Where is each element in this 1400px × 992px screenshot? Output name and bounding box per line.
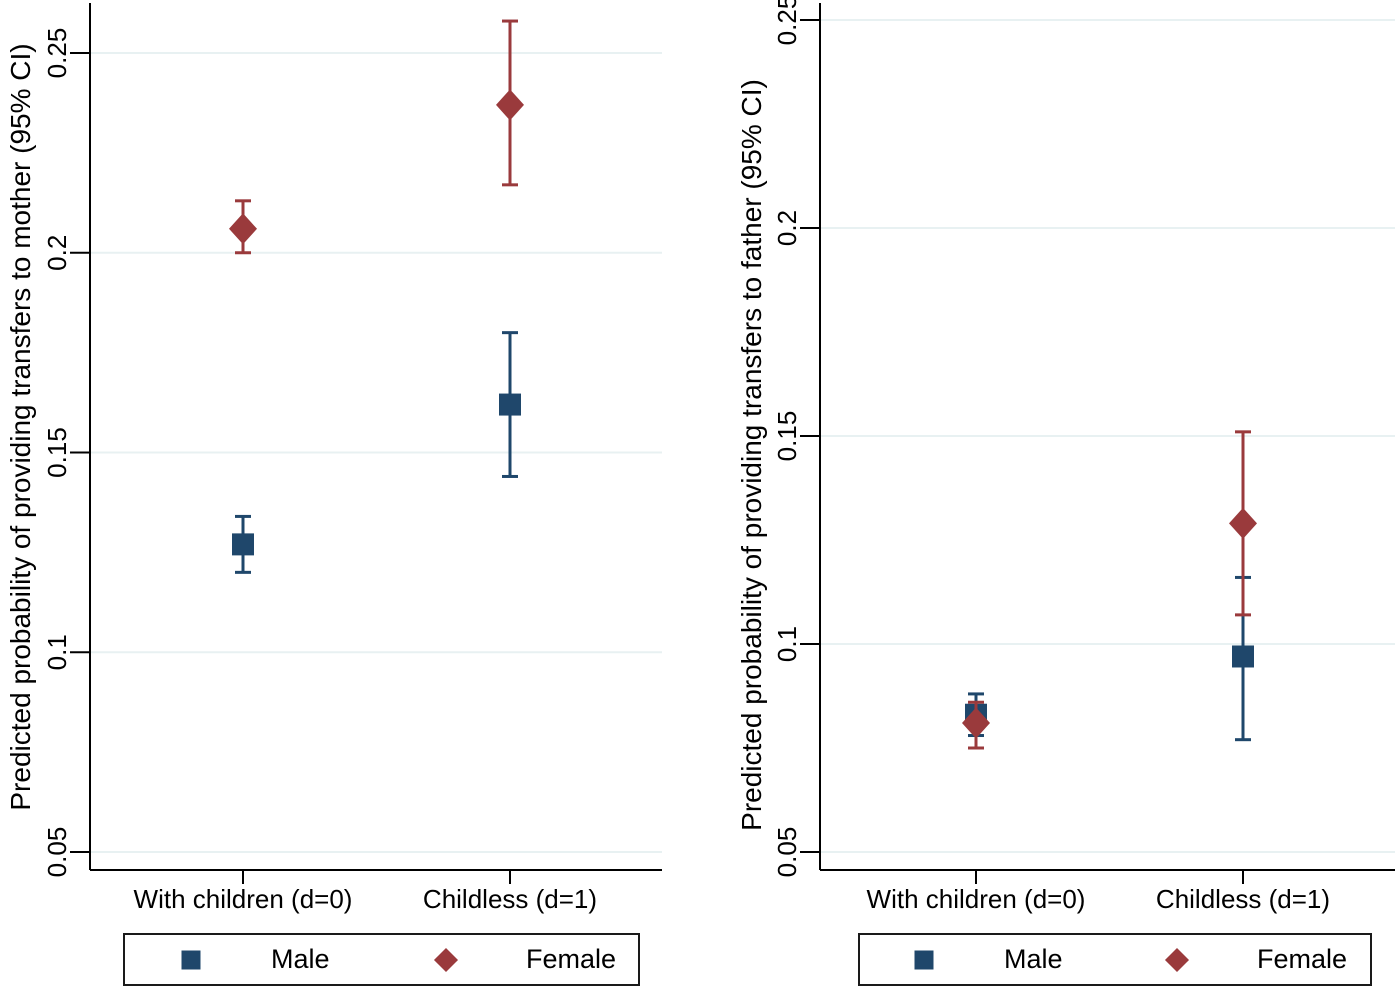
y-tick-label: 0.15: [772, 411, 802, 462]
right-plot: 0.05 0.1 0.15 0.2 0.25 With children (d=0) Chi…: [736, 0, 1395, 914]
y-tick-label: 0.25: [42, 28, 72, 79]
male-square-marker: [914, 950, 934, 969]
female-point-marker: [229, 213, 257, 245]
male-square-marker: [181, 950, 201, 969]
y-tick-label: 0.2: [42, 235, 72, 271]
legend-label-female: Female: [526, 943, 617, 974]
y-tick-label: 0.1: [42, 634, 72, 670]
y-tick-label: 0.1: [772, 626, 802, 662]
legend-left: Male Female: [123, 933, 640, 986]
female-point-marker: [1229, 507, 1257, 539]
female-diamond-marker: [433, 947, 459, 972]
male-point-marker: [499, 393, 521, 416]
female-point-marker: [496, 89, 524, 121]
y-axis-title: Predicted probability of providing trans…: [5, 43, 36, 810]
left-plot: 0.05 0.1 0.15 0.2 0.25 With children (d=0) Chi…: [5, 3, 662, 914]
legend-label-male: Male: [271, 943, 330, 974]
male-point-marker: [232, 533, 254, 556]
x-tick-label: With children (d=0): [867, 884, 1086, 914]
y-axis-title: Predicted probability of providing trans…: [736, 79, 767, 831]
female-diamond-marker: [1164, 947, 1190, 972]
legend-label-male: Male: [1004, 943, 1063, 974]
male-point-marker: [1232, 645, 1254, 668]
x-tick-label: Childless (d=1): [1156, 884, 1330, 914]
y-tick-label: 0.15: [42, 427, 72, 478]
x-tick-label: Childless (d=1): [423, 884, 597, 914]
y-tick-label: 0.2: [772, 210, 802, 246]
y-tick-label: 0.05: [42, 827, 72, 878]
legend-label-female: Female: [1257, 943, 1348, 974]
legend-right: Male Female: [858, 933, 1372, 986]
female-point-marker: [962, 707, 990, 739]
y-tick-label: 0.25: [772, 0, 802, 45]
y-tick-label: 0.05: [772, 827, 802, 878]
x-tick-label: With children (d=0): [134, 884, 353, 914]
